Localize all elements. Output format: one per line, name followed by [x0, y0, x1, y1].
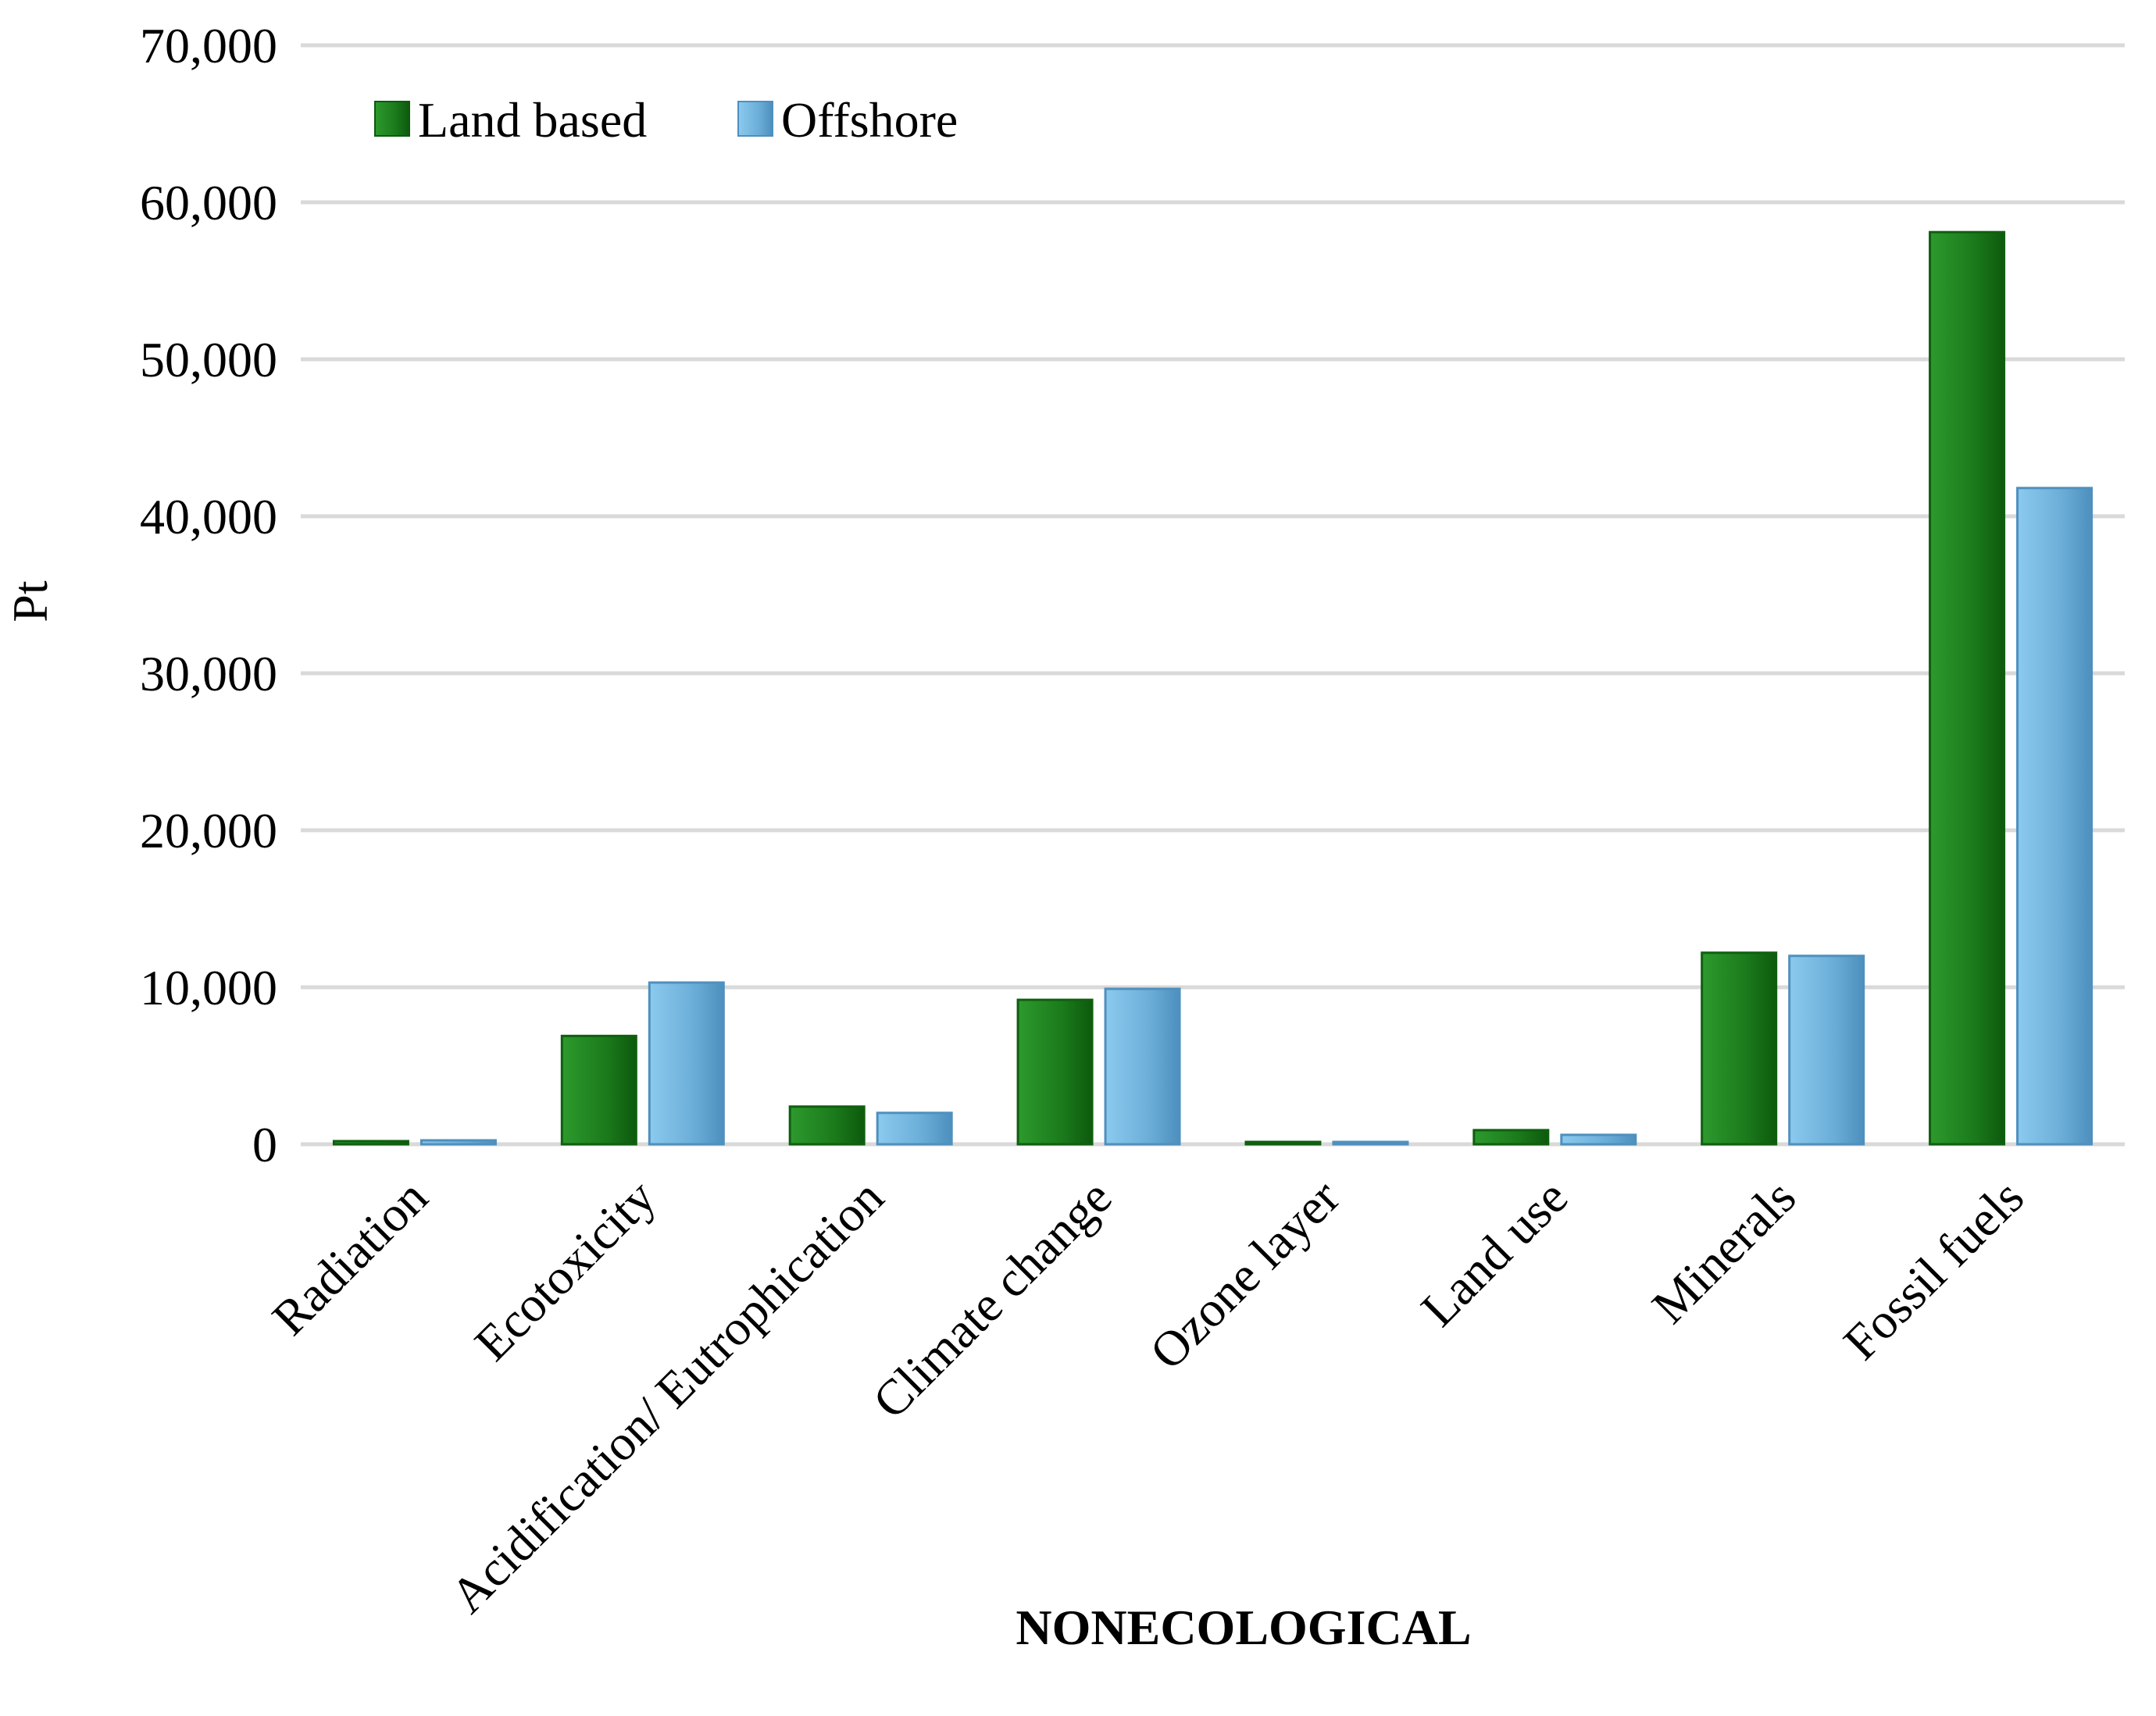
bar-offshore: [1104, 987, 1181, 1146]
y-tick-label: 30,000: [140, 646, 277, 701]
y-tick-label: 0: [252, 1117, 277, 1172]
bar-offshore: [1332, 1140, 1409, 1146]
bar-land-based: [560, 1034, 637, 1146]
legend-label-land-based: Land based: [418, 92, 647, 148]
x-category-label: Fossil fuels: [1833, 1169, 2034, 1371]
bar-land-based: [332, 1140, 409, 1146]
bar-offshore: [1788, 954, 1865, 1146]
y-tick-label: 50,000: [140, 332, 277, 387]
legend-swatch-land-based: [374, 101, 410, 137]
y-tick-label: 40,000: [140, 489, 277, 544]
x-axis-label: NONECOLOGICAL: [1016, 1600, 1471, 1655]
bar-offshore: [648, 981, 725, 1146]
y-tick-label: 20,000: [140, 803, 277, 858]
gridlines: [301, 43, 2125, 1147]
legend: Land based Offshore: [374, 92, 958, 148]
bar-offshore: [2016, 487, 2094, 1146]
x-category-label: Radiation: [262, 1169, 438, 1346]
legend-item-offshore: Offshore: [737, 92, 958, 148]
x-category-label: Ecotoxicity: [464, 1169, 666, 1372]
x-category-label: Ozone layer: [1139, 1169, 1350, 1380]
bars: [332, 230, 2094, 1146]
x-category-label: Acidification/ Eutrophication: [440, 1169, 894, 1624]
x-category-label: Minerals: [1641, 1169, 1806, 1334]
bar-land-based: [1244, 1140, 1322, 1146]
x-category-label: Land use: [1410, 1169, 1578, 1337]
bar-offshore: [419, 1139, 497, 1146]
y-tick-label: 70,000: [140, 18, 277, 73]
y-axis-label: Pt: [2, 580, 58, 623]
y-axis-tick-labels: 0 10,000 20,000 30,000 40,000 50,000 60,000 70,…: [140, 18, 277, 1172]
legend-item-land-based: Land based: [374, 92, 647, 148]
bar-land-based: [1929, 230, 2006, 1146]
legend-swatch-offshore: [737, 101, 773, 137]
y-tick-label: 10,000: [140, 960, 277, 1015]
bar-land-based: [788, 1105, 866, 1146]
y-tick-label: 60,000: [140, 175, 277, 230]
bar-land-based: [1472, 1129, 1550, 1146]
x-category-label: Climate change: [862, 1169, 1123, 1429]
bar-offshore: [876, 1111, 953, 1146]
bar-land-based: [1701, 951, 1778, 1146]
bar-offshore: [1560, 1133, 1637, 1146]
bar-land-based: [1016, 998, 1094, 1146]
legend-label-offshore: Offshore: [781, 92, 958, 148]
